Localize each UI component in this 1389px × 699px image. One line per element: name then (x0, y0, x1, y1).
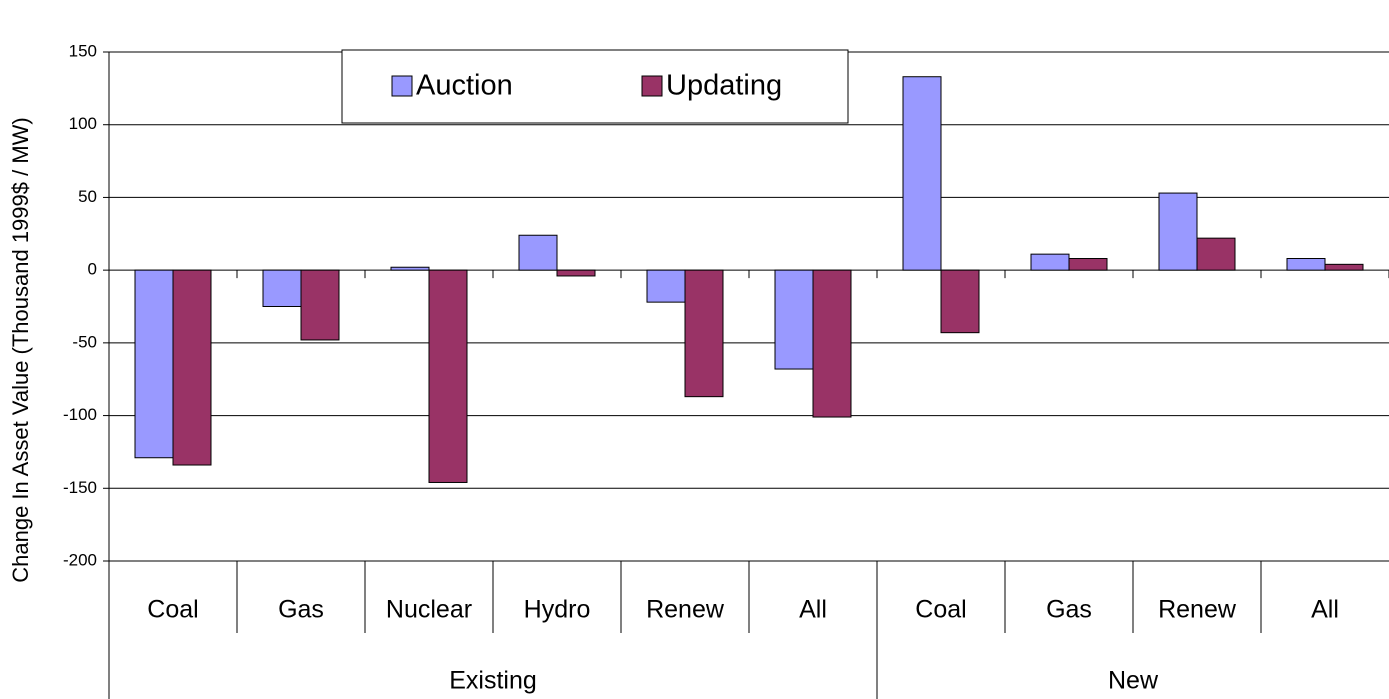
bar (940, 269, 980, 334)
x-tick-label: Coal (147, 596, 198, 624)
bar (1196, 237, 1236, 271)
bar (262, 269, 302, 307)
x-tick-label: Renew (1158, 596, 1237, 624)
bar (684, 269, 724, 398)
group-label: New (1108, 667, 1159, 695)
legend-label: Updating (666, 70, 782, 102)
bar (172, 269, 212, 466)
x-tick-label: Renew (646, 596, 725, 624)
x-tick-label: All (1311, 596, 1339, 624)
bar (646, 269, 686, 303)
bar (902, 76, 942, 271)
bar (134, 269, 174, 459)
bar (1068, 258, 1108, 271)
y-tick-label: -100 (63, 405, 97, 424)
bar (300, 269, 340, 341)
x-tick-label: Nuclear (386, 596, 472, 624)
legend-label: Auction (416, 70, 513, 102)
y-axis-label: Change In Asset Value (Thousand 1999$ / … (8, 117, 33, 583)
bar (1324, 263, 1364, 271)
bar (1158, 192, 1198, 271)
legend-swatch (391, 75, 413, 97)
bar (390, 266, 430, 271)
bar (556, 269, 596, 277)
y-tick-label: 100 (69, 114, 97, 133)
x-tick-label: Gas (278, 596, 324, 624)
y-tick-label: 0 (88, 260, 97, 279)
bar (1030, 253, 1070, 271)
x-tick-label: All (799, 596, 827, 624)
x-tick-label: Coal (915, 596, 966, 624)
y-tick-label: 150 (69, 41, 97, 60)
y-tick-label: -50 (72, 332, 97, 351)
bar (812, 269, 852, 418)
group-label: Existing (449, 667, 537, 695)
x-tick-label: Gas (1046, 596, 1092, 624)
bar (1286, 258, 1326, 271)
y-tick-label: -200 (63, 550, 97, 569)
legend-box (341, 49, 849, 124)
bar (518, 234, 558, 271)
y-tick-label: -150 (63, 478, 97, 497)
bar (428, 269, 468, 483)
legend-swatch (641, 75, 663, 97)
x-tick-label: Hydro (524, 596, 591, 624)
y-tick-label: 50 (78, 187, 97, 206)
bar (774, 269, 814, 370)
